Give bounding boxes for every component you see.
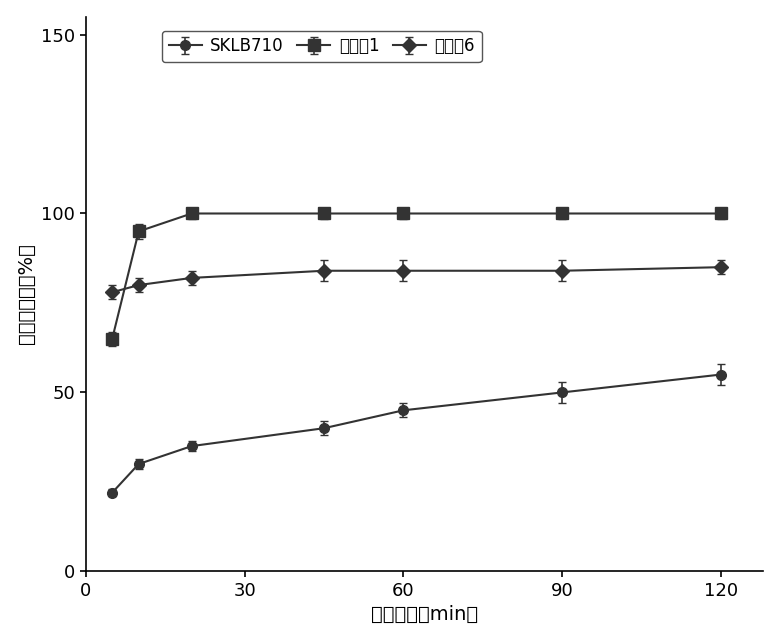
Y-axis label: 溢出百分率（%）: 溢出百分率（%） <box>16 244 36 344</box>
Legend: SKLB710, 实施例1, 实施例6: SKLB710, 实施例1, 实施例6 <box>162 31 481 62</box>
X-axis label: 取样时间（min）: 取样时间（min） <box>371 605 478 624</box>
